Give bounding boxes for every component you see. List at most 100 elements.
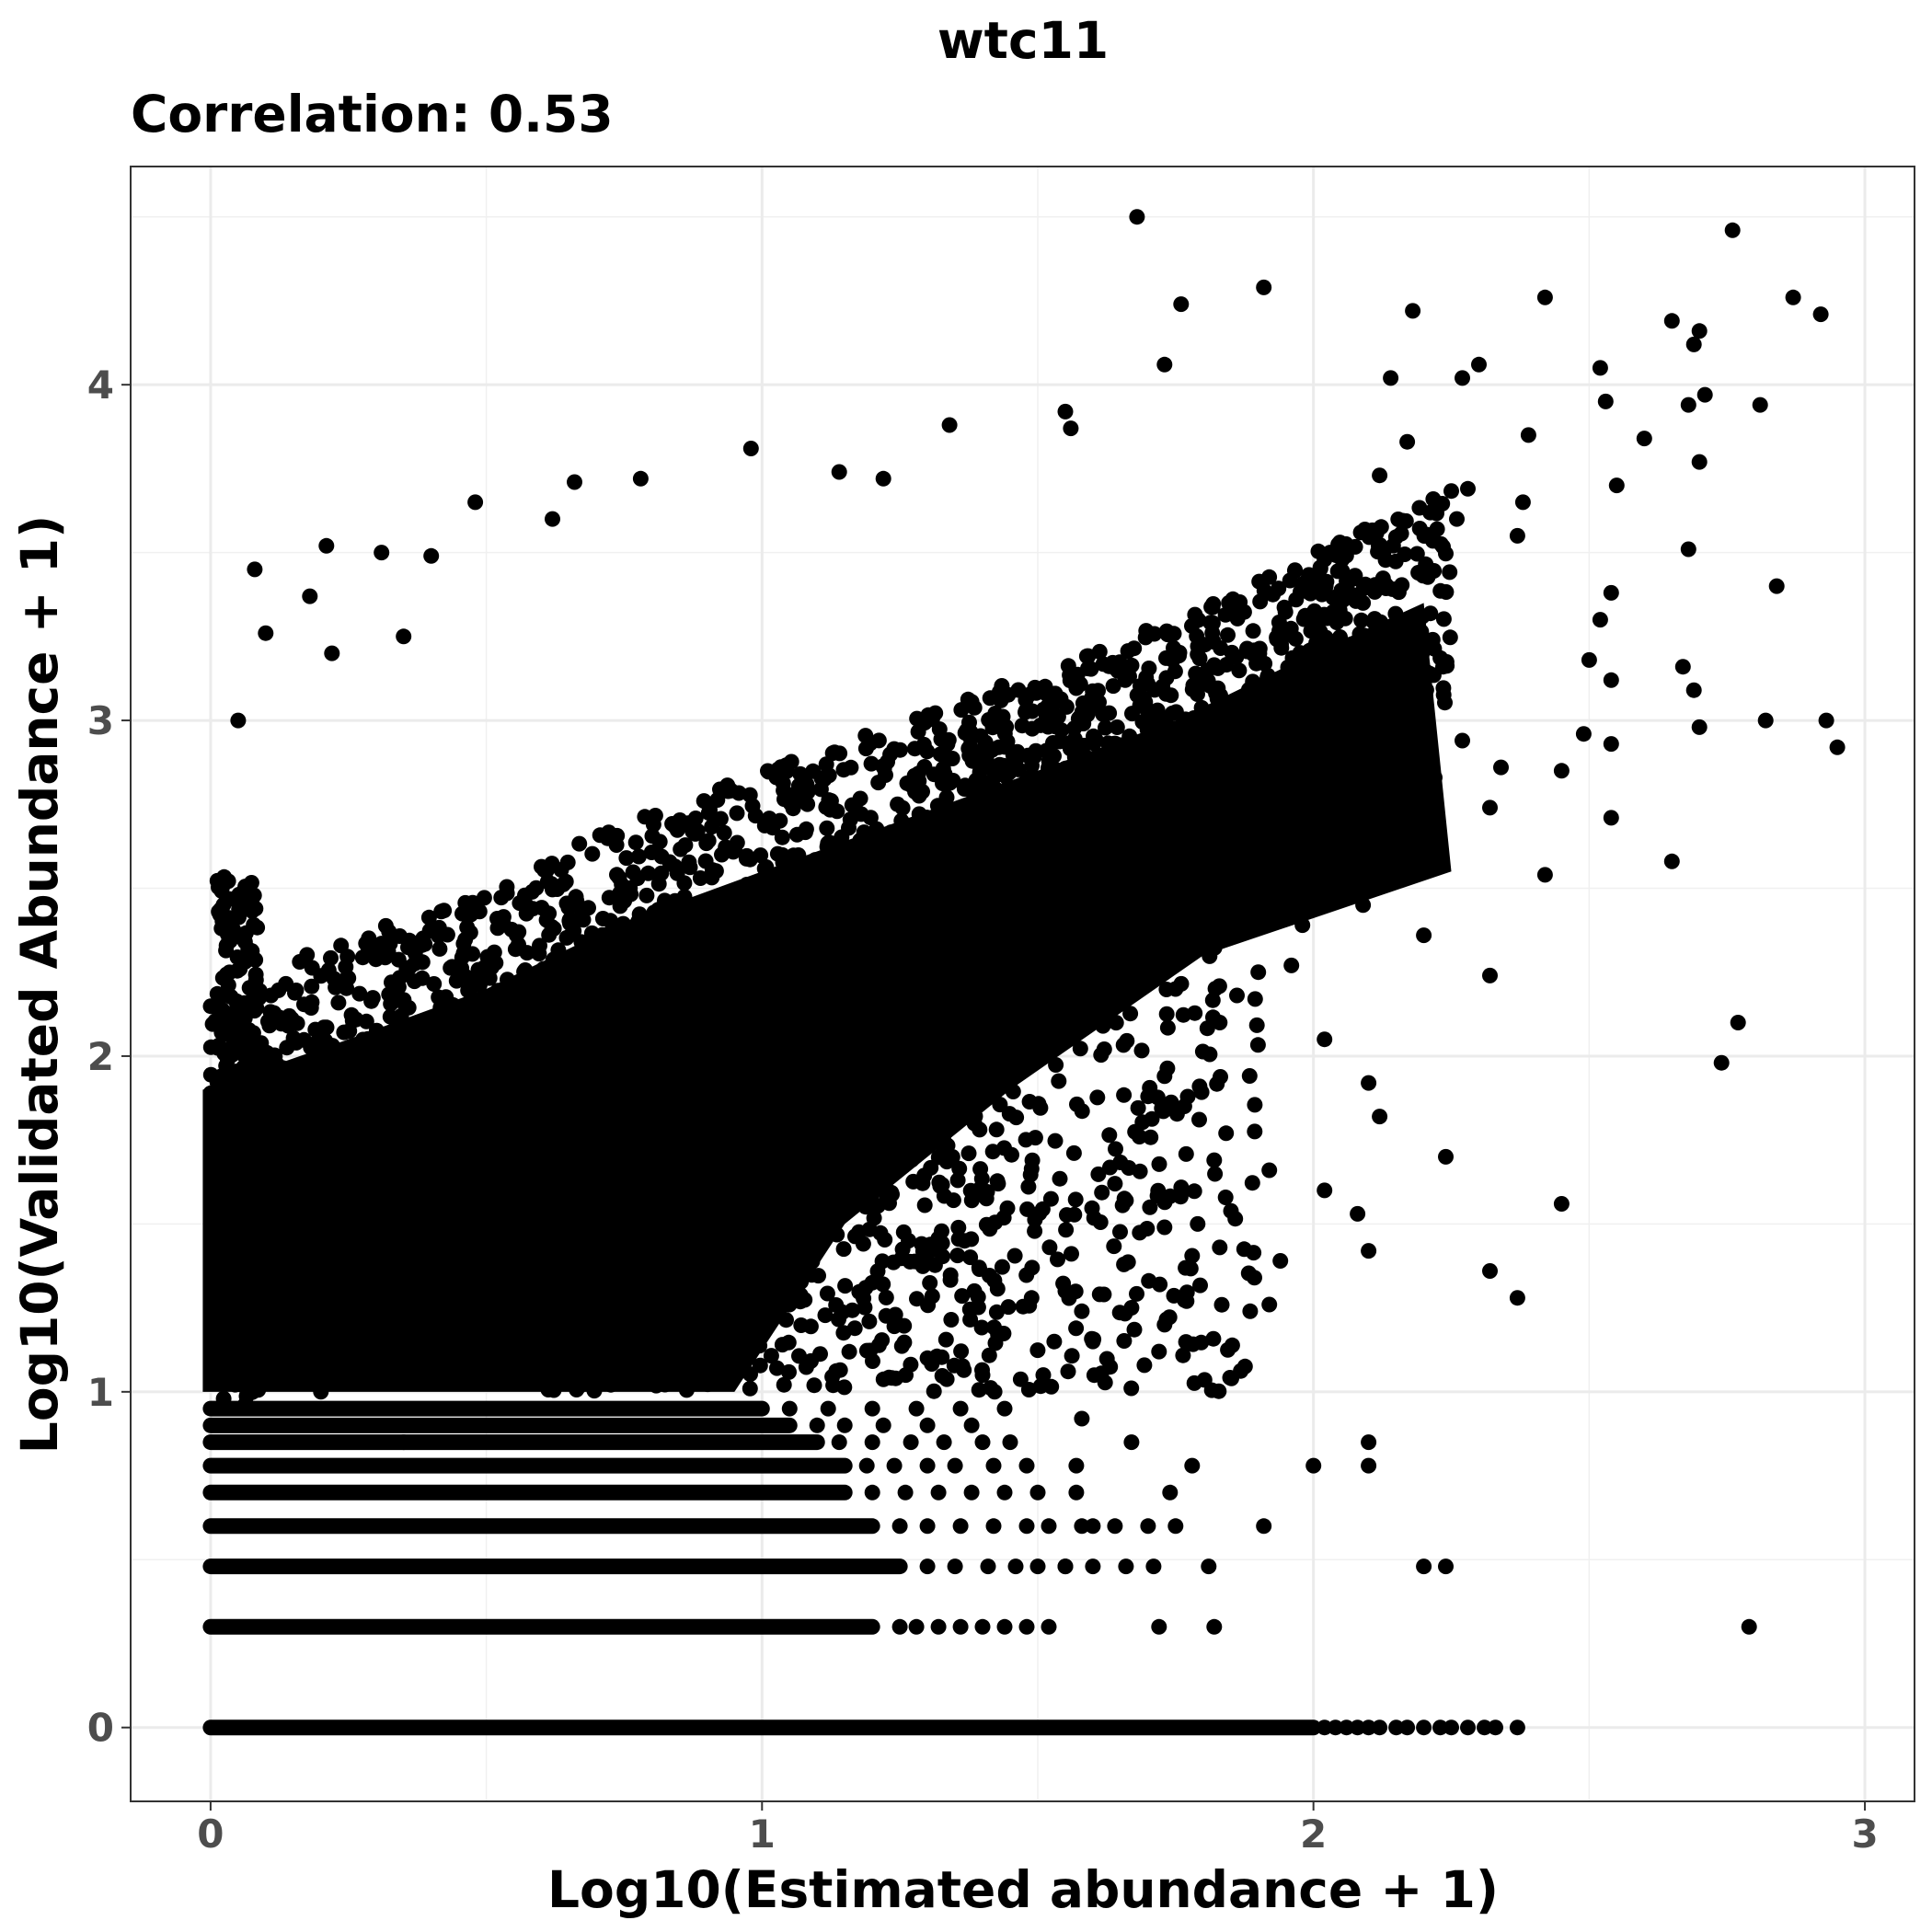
- data-point: [945, 1192, 961, 1209]
- data-point: [356, 1039, 373, 1055]
- data-point: [1397, 512, 1414, 529]
- data-point: [1057, 403, 1074, 420]
- data-point: [1361, 1075, 1377, 1091]
- data-point: [973, 1319, 990, 1336]
- data-point: [937, 766, 953, 782]
- data-point: [247, 1157, 263, 1174]
- data-point: [1046, 1333, 1063, 1350]
- data-point: [1383, 370, 1399, 386]
- data-point: [919, 1457, 936, 1474]
- data-point: [684, 1305, 700, 1322]
- data-point: [339, 980, 355, 996]
- data-point: [742, 787, 758, 803]
- data-point: [407, 955, 423, 972]
- data-point: [1173, 296, 1190, 313]
- data-point: [803, 1352, 819, 1369]
- data-point: [1019, 1201, 1036, 1217]
- data-point: [1015, 1052, 1031, 1068]
- data-point: [919, 1417, 936, 1433]
- data-point: [1020, 1382, 1037, 1397]
- data-point: [1680, 541, 1696, 558]
- data-point: [821, 834, 837, 851]
- data-point: [1261, 1296, 1278, 1313]
- data-point: [939, 1137, 956, 1154]
- data-point: [772, 812, 788, 829]
- data-point: [1051, 804, 1067, 821]
- data-point: [1347, 538, 1363, 555]
- data-point: [1156, 1219, 1173, 1236]
- data-point: [1592, 360, 1608, 376]
- data-point: [1388, 696, 1405, 712]
- data-point: [611, 943, 627, 960]
- data-point: [1178, 1334, 1194, 1351]
- data-point: [786, 915, 802, 932]
- data-point: [1202, 1046, 1218, 1063]
- data-point: [1482, 799, 1498, 816]
- data-point: [679, 1272, 696, 1289]
- data-point: [787, 1178, 803, 1194]
- data-point: [549, 1017, 566, 1033]
- data-point: [880, 753, 895, 770]
- data-point: [709, 928, 726, 945]
- data-point: [696, 793, 712, 810]
- data-point: [1024, 1259, 1041, 1276]
- data-point: [224, 1320, 240, 1337]
- data-point: [1029, 842, 1045, 858]
- data-point: [1131, 979, 1147, 995]
- data-point: [216, 868, 233, 885]
- data-point: [1236, 1241, 1252, 1258]
- data-point: [1052, 1170, 1068, 1187]
- data-point: [912, 1097, 928, 1113]
- data-point: [1010, 682, 1027, 698]
- data-point: [1443, 1719, 1459, 1736]
- data-point: [1255, 682, 1271, 698]
- data-point: [935, 1248, 950, 1265]
- data-point: [1435, 538, 1451, 555]
- data-point: [1189, 747, 1205, 764]
- data-point: [1014, 819, 1030, 835]
- data-point: [944, 751, 960, 766]
- data-point: [1236, 752, 1253, 767]
- data-point: [956, 813, 972, 830]
- data-point: [1256, 1518, 1272, 1535]
- data-point: [1202, 615, 1219, 631]
- data-point: [467, 494, 484, 511]
- data-point: [909, 1291, 925, 1307]
- data-point: [1244, 1175, 1260, 1191]
- data-point: [553, 862, 569, 878]
- data-point: [396, 1434, 412, 1451]
- data-point: [618, 850, 635, 867]
- data-point: [927, 705, 944, 721]
- data-point: [1260, 696, 1277, 712]
- data-point: [1575, 726, 1592, 742]
- data-point: [248, 1302, 265, 1318]
- data-point: [950, 1219, 967, 1236]
- data-point: [812, 781, 829, 798]
- data-point: [896, 1334, 913, 1351]
- data-point: [1374, 540, 1390, 557]
- data-point: [660, 1328, 676, 1343]
- data-point: [1120, 643, 1136, 660]
- data-point: [700, 1301, 717, 1317]
- data-point: [999, 733, 1016, 750]
- data-point: [1187, 1005, 1203, 1021]
- data-point: [612, 885, 628, 902]
- data-point: [869, 1263, 886, 1280]
- data-point: [580, 1349, 596, 1365]
- data-point: [1094, 1184, 1110, 1201]
- data-point: [1410, 614, 1427, 630]
- data-point: [546, 1033, 563, 1050]
- data-point: [894, 1241, 911, 1258]
- data-point: [1040, 832, 1056, 848]
- data-point: [385, 1075, 401, 1091]
- data-point: [829, 883, 845, 900]
- data-point: [558, 929, 575, 946]
- data-point: [996, 1400, 1013, 1417]
- data-point: [723, 973, 740, 990]
- data-point: [665, 931, 682, 948]
- data-point: [428, 1065, 444, 1082]
- data-point: [1029, 1484, 1046, 1501]
- data-point: [1353, 612, 1370, 628]
- data-point: [1785, 289, 1801, 305]
- data-point: [1553, 763, 1570, 779]
